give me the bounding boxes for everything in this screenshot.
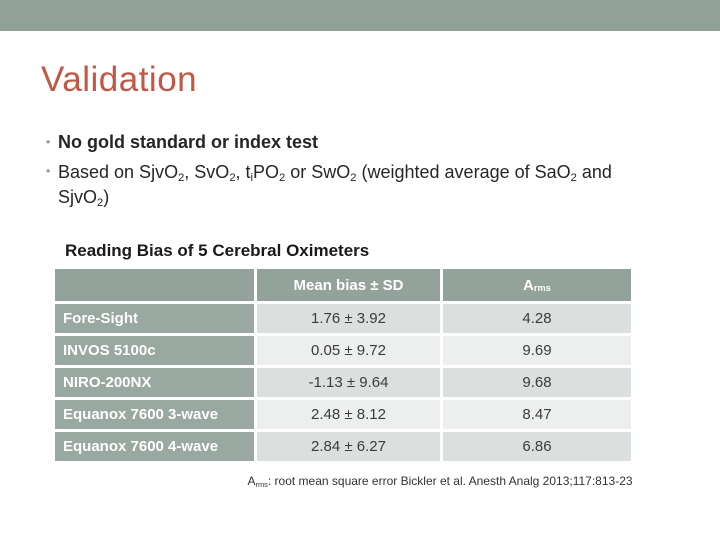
table-cell-arms: 9.69	[443, 336, 631, 365]
bullet-icon: •	[46, 164, 51, 178]
page-title: Validation	[41, 60, 198, 99]
footnote: Arms: root mean square error Bickler et …	[247, 474, 633, 490]
bullet-text: Based on SjvO2, SvO2, tiPO2 or SwO2 (wei…	[58, 162, 612, 210]
bullet-item: • No gold standard or index test	[46, 131, 660, 153]
bullet-icon: •	[46, 135, 51, 149]
table-cell-mean-bias: 1.76 ± 3.92	[257, 304, 440, 333]
table-row-label: Equanox 7600 4-wave	[55, 432, 254, 461]
table-cell-arms: 4.28	[443, 304, 631, 333]
table-header-mean-bias: Mean bias ± SD	[257, 269, 440, 301]
top-accent-band	[0, 0, 720, 31]
table-row-label: Fore-Sight	[55, 304, 254, 333]
table-row-label: INVOS 5100c	[55, 336, 254, 365]
bullet-list: • No gold standard or index test • Based…	[46, 131, 660, 217]
table-cell-arms: 9.68	[443, 368, 631, 397]
table-row-label: Equanox 7600 3-wave	[55, 400, 254, 429]
bullet-item: • Based on SjvO2, SvO2, tiPO2 or SwO2 (w…	[46, 160, 660, 210]
table-header-empty	[55, 269, 254, 301]
table-cell-arms: 6.86	[443, 432, 631, 461]
table-cell-mean-bias: 0.05 ± 9.72	[257, 336, 440, 365]
table-cell-arms: 8.47	[443, 400, 631, 429]
table-title: Reading Bias of 5 Cerebral Oximeters	[65, 241, 370, 260]
table-row-label: NIRO-200NX	[55, 368, 254, 397]
bullet-text: No gold standard or index test	[58, 132, 319, 152]
table-cell-mean-bias: 2.84 ± 6.27	[257, 432, 440, 461]
table-cell-mean-bias: -1.13 ± 9.64	[257, 368, 440, 397]
table-cell-mean-bias: 2.48 ± 8.12	[257, 400, 440, 429]
